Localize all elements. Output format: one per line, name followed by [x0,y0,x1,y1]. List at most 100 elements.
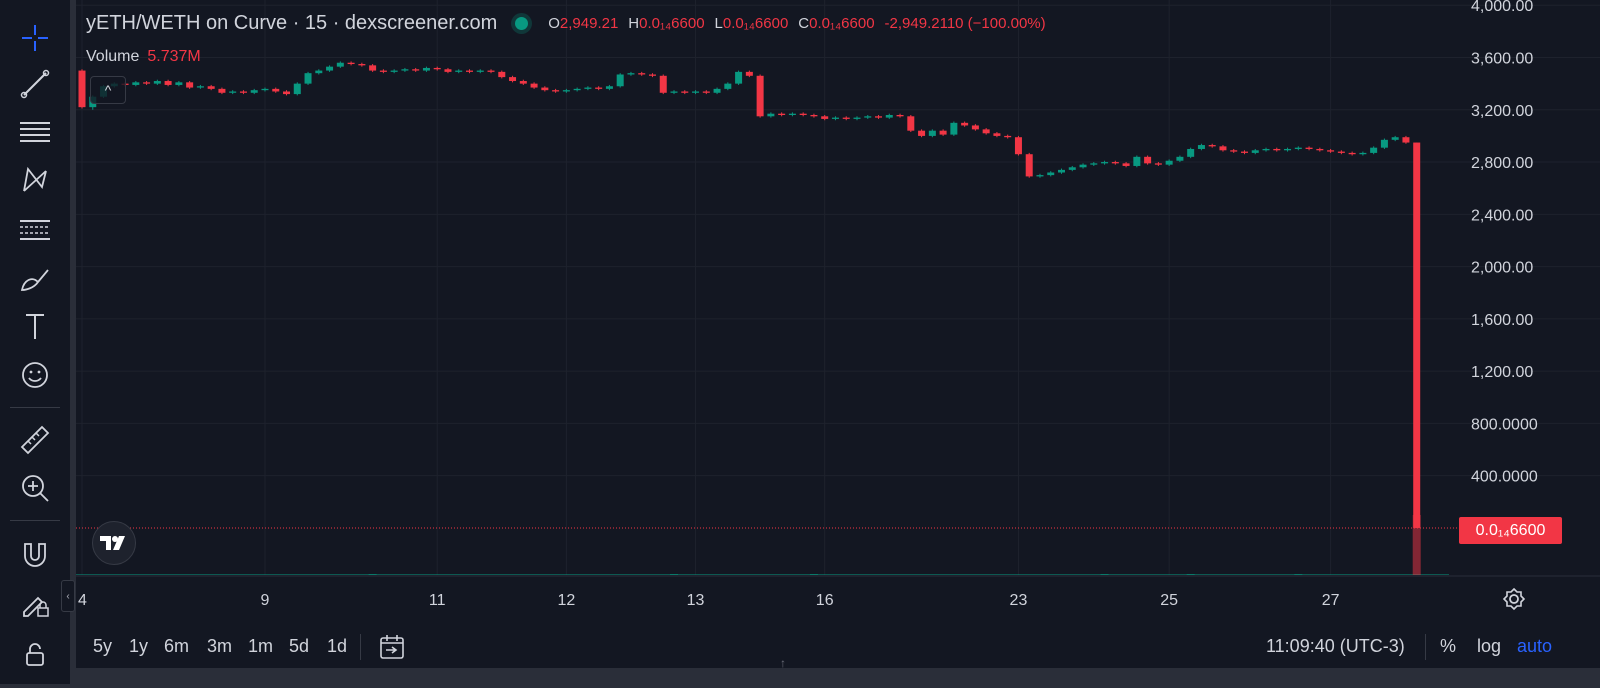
volume-bar [1186,574,1195,575]
candle-body [218,88,226,93]
x-tick-label: 16 [816,592,834,609]
candle-body [1111,162,1119,164]
candle-body [885,115,893,118]
volume-bar [809,574,818,575]
candle-body [982,129,990,134]
candle-body [853,117,861,119]
trend-line-icon[interactable] [12,64,58,104]
x-tick-label: 13 [687,592,705,609]
forecasting-icon[interactable] [12,210,58,250]
candle-body [358,64,366,66]
candle-body [1154,163,1162,165]
candle-body [272,88,280,92]
candle-body [1004,135,1012,138]
zoom-in-icon[interactable] [12,468,58,508]
candle-body [1273,148,1281,151]
auto-scale-button[interactable]: auto [1517,636,1553,656]
candle-body [390,70,398,72]
candle-body [132,82,140,85]
collapse-toolbar-button[interactable]: ‹ [61,580,75,612]
y-tick-label: 1,600.00 [1471,312,1533,329]
range-5y-button[interactable]: 5y [93,636,113,656]
candle-body [1370,147,1378,153]
y-tick-label: 400.0000 [1471,469,1538,486]
candle-body [1197,145,1205,149]
ohlc-open: O2,949.21 [548,15,619,32]
candle-body [584,87,592,89]
range-6m-button[interactable]: 6m [164,636,190,656]
tradingview-logo-icon[interactable] [92,521,136,565]
candle-body [261,88,269,91]
candle-body [939,130,947,135]
emoji-icon[interactable] [12,355,58,395]
candle-body [229,91,237,93]
lock-drawing-icon[interactable] [12,583,58,623]
candle-body [175,82,183,85]
candle-body [1413,142,1421,528]
chart-area[interactable]: 4,000.00 3,600.00 3,200.00 2,800.00 2,400.00… [76,0,1600,636]
candle-body [1047,172,1055,176]
fib-retracement-icon[interactable] [12,112,58,152]
candle-body [552,90,560,92]
range-1y-button[interactable]: 1y [129,636,149,656]
x-tick-label: 9 [261,592,270,609]
candle-body [239,91,247,93]
x-tick-label: 12 [557,592,575,609]
candle-body [562,90,570,92]
candle-body [1144,156,1152,164]
crosshair-icon[interactable] [12,18,58,58]
candle-body [1337,151,1345,153]
candle-body [1101,162,1109,164]
candle-body [509,77,517,82]
volume-label[interactable]: Volume [86,48,140,65]
pattern-icon[interactable] [12,160,58,200]
candle-body [573,88,581,91]
volume-legend: Volume 5.737M [86,48,201,66]
candle-body [541,87,549,91]
magnet-icon[interactable] [12,535,58,575]
settings-gear-icon[interactable] [1502,587,1526,611]
symbol-title[interactable]: yETH/WETH on Curve · 15 · dexscreener.co… [86,12,498,34]
candlestick-chart[interactable]: 4,000.00 3,600.00 3,200.00 2,800.00 2,400.00… [76,0,1600,636]
candle-body [648,74,656,76]
candle-body [659,75,667,93]
volume-bar [1412,515,1421,575]
y-tick-label: 2,800.00 [1471,155,1533,172]
candle-body [692,91,700,93]
go-to-date-icon[interactable] [378,633,406,661]
range-3m-button[interactable]: 3m [207,636,233,656]
candle-body [724,83,732,89]
scroll-up-arrow-icon[interactable]: ↑ [780,656,786,670]
range-5d-button[interactable]: 5d [289,636,310,656]
candle-body [304,73,312,84]
candle-body [207,86,215,89]
candle-body [1359,152,1367,155]
candle-body [1230,150,1238,152]
bottom-divider [1425,634,1426,660]
hide-legend-button[interactable]: ^ [90,76,126,104]
candle-body [143,82,151,84]
candle-body [627,73,635,75]
ruler-icon[interactable] [12,420,58,460]
range-1m-button[interactable]: 1m [248,636,274,656]
range-1d-button[interactable]: 1d [327,636,348,656]
candle-body [444,69,452,72]
candle-body [530,83,538,88]
candle-body [78,70,86,108]
log-scale-button[interactable]: log [1477,636,1502,656]
text-icon[interactable] [12,306,58,346]
toolbar-divider [10,520,60,521]
unlock-icon[interactable] [12,634,58,674]
drawing-toolbar [0,0,70,684]
ohlc-change: -2,949.2110 (−100.00%) [884,15,1046,32]
percent-scale-button[interactable]: % [1440,636,1457,656]
candle-body [1165,160,1173,165]
candle-body [1251,150,1259,153]
bottom-toolbar: 5y 1y 6m 3m 1m 5d 1d ↑ 11:09:40 (UTC-3) … [76,624,1600,670]
candle-body [1391,137,1399,140]
brush-icon[interactable] [12,259,58,299]
candle-body [1058,169,1066,173]
candle-body [250,90,258,93]
timezone-clock[interactable]: 11:09:40 (UTC-3) [1266,636,1405,656]
candle-body [1176,156,1184,161]
